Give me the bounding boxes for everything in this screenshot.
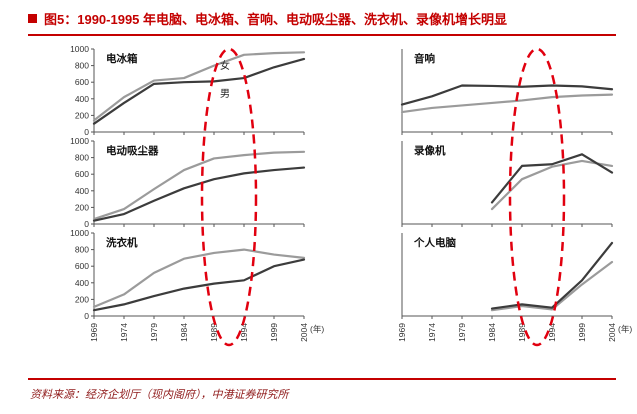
x-tick-label: 1999 — [577, 323, 587, 342]
series-line-female — [400, 93, 614, 114]
x-tick-label: 1974 — [119, 323, 129, 342]
series-line-female — [490, 260, 614, 312]
chart-personal-computer: 1969 1974 1979 1984 1989 1994 1999 2004 (年) 个人电脑 — [397, 233, 632, 342]
x-tick-label: 1979 — [149, 323, 159, 342]
series-label: 男 — [220, 88, 230, 100]
chart-title: 洗衣机 — [106, 236, 138, 249]
x-tick-label: 1999 — [269, 323, 279, 342]
chart-title: 电动吸尘器 — [106, 144, 159, 157]
charts-column-right: 音响 录像机 1969 1974 1979 1984 1989 1994 1999 2004(… — [362, 44, 637, 370]
title-divider — [28, 34, 616, 36]
red-square-icon — [28, 14, 37, 23]
series-line-male — [490, 153, 614, 204]
x-tick-label: 2004 — [299, 323, 309, 342]
y-tick-label: 600 — [75, 169, 89, 179]
y-tick-label: 0 — [84, 311, 89, 321]
charts-grid: 0 200 400 600 800 1000 电冰箱女男 0 200 400 600 800 1000… — [54, 44, 637, 370]
series-line-female — [92, 248, 306, 308]
chart-title: 音响 — [414, 52, 435, 65]
y-tick-label: 0 — [84, 127, 89, 136]
y-tick-label: 800 — [75, 61, 89, 71]
charts-column-left: 0 200 400 600 800 1000 电冰箱女男 0 200 400 600 800 1000… — [54, 44, 334, 370]
footer-divider — [28, 378, 616, 380]
y-tick-label: 800 — [75, 245, 89, 255]
series-line-male — [92, 166, 306, 222]
y-tick-label: 1000 — [70, 44, 89, 54]
y-tick-label: 600 — [75, 261, 89, 271]
x-tick-label: 1984 — [487, 323, 497, 342]
series-line-female — [92, 51, 306, 122]
chart-title: 个人电脑 — [413, 236, 456, 249]
y-tick-label: 200 — [75, 294, 89, 304]
y-tick-label: 400 — [75, 278, 89, 288]
x-tick-label: 1994 — [547, 323, 557, 342]
source-note: 资料来源：经济企划厅（现内阁府），中港证券研究所 — [30, 389, 289, 401]
series-line-male — [92, 57, 306, 125]
x-tick-label: 1974 — [427, 323, 437, 342]
x-tick-label: 1994 — [239, 323, 249, 342]
x-tick-label: 2004 — [607, 323, 617, 342]
y-tick-label: 600 — [75, 77, 89, 87]
x-tick-label: 1969 — [397, 323, 407, 342]
y-tick-label: 0 — [84, 219, 89, 228]
y-tick-label: 200 — [75, 110, 89, 120]
series-line-female — [92, 150, 306, 221]
chart-audio: 音响 — [400, 49, 614, 135]
series-line-female — [490, 159, 614, 211]
y-tick-label: 200 — [75, 202, 89, 212]
y-tick-label: 800 — [75, 153, 89, 163]
x-tick-label: 1979 — [457, 323, 467, 342]
chart-title: 录像机 — [414, 144, 446, 157]
x-tick-label: 1989 — [517, 323, 527, 342]
y-tick-label: 1000 — [70, 136, 89, 146]
x-axis-unit: (年) — [310, 324, 324, 334]
x-tick-label: 1969 — [89, 323, 99, 342]
chart-title: 电冰箱 — [106, 52, 138, 65]
series-label: 女 — [220, 59, 230, 72]
y-tick-label: 400 — [75, 186, 89, 196]
chart-vcr: 录像机 — [401, 141, 614, 227]
x-tick-label: 1989 — [209, 323, 219, 342]
x-tick-label: 1984 — [179, 323, 189, 342]
x-axis-unit: (年) — [618, 324, 632, 334]
series-line-male — [400, 84, 614, 106]
figure-title: 图5：1990-1995 年电脑、电冰箱、音响、电动吸尘器、洗衣机、录像机增长明… — [44, 12, 508, 27]
series-line-male — [92, 258, 306, 312]
y-tick-label: 1000 — [70, 228, 89, 238]
chart-vacuum-cleaner: 0 200 400 600 800 1000 电动吸尘器 — [70, 136, 306, 228]
chart-washing-machine: 0 200 400 600 800 1000 1969 1974 1979 1984 1989 199… — [70, 228, 324, 342]
y-tick-label: 400 — [75, 94, 89, 104]
figure-header: 图5：1990-1995 年电脑、电冰箱、音响、电动吸尘器、洗衣机、录像机增长明… — [28, 9, 507, 28]
